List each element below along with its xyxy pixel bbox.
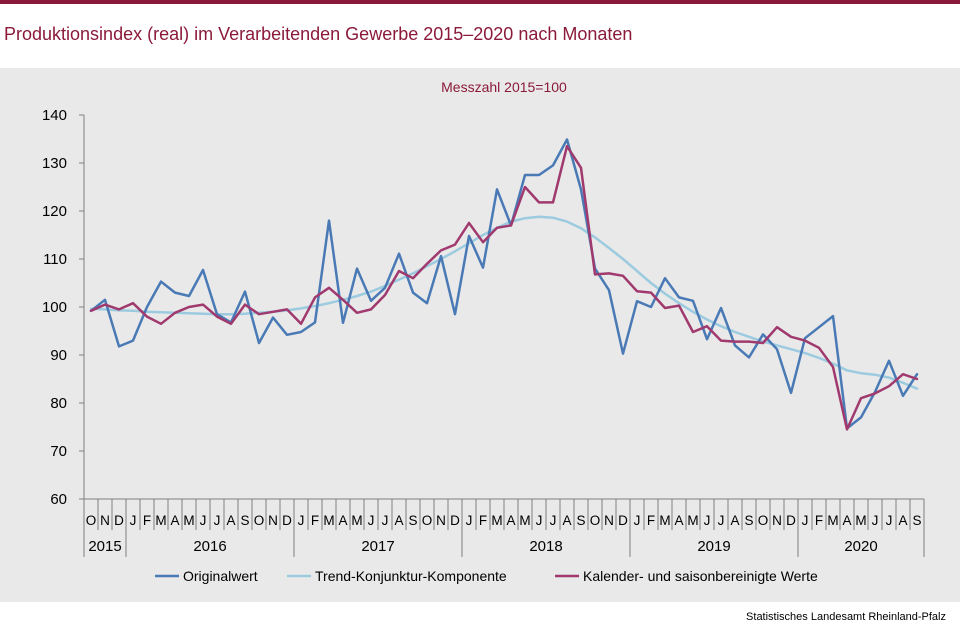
x-month-label: O [254,513,265,528]
y-tick-label: 100 [42,299,67,316]
x-month-label: F [815,513,823,528]
y-tick-label: 60 [50,491,67,508]
x-month-label: O [86,513,97,528]
x-month-label: D [450,513,460,528]
x-month-label: M [323,513,334,528]
x-month-label: M [519,513,530,528]
x-month-label: A [898,513,907,528]
x-month-label: D [786,513,796,528]
x-month-label: J [200,513,207,528]
x-month-label: F [311,513,319,528]
x-month-label: J [718,513,725,528]
x-month-label: J [872,513,879,528]
legend-label: Kalender- und saisonbereinigte Werte [583,568,818,584]
x-month-label: J [634,513,641,528]
chart-subtitle: Messzahl 2015=100 [441,79,567,95]
x-month-label: M [183,513,194,528]
x-month-label: A [170,513,179,528]
x-month-label: N [604,513,614,528]
x-month-label: S [912,513,921,528]
y-tick-label: 90 [50,347,67,364]
x-month-label: M [827,513,838,528]
x-month-label: M [155,513,166,528]
y-tick-label: 110 [43,251,67,268]
y-tick-label: 140 [42,107,67,124]
x-month-label: F [143,513,151,528]
x-month-label: M [659,513,670,528]
line-chart: Messzahl 2015=100 60 70 80 90 100 110 120 130 140… [42,79,925,584]
x-year-label: 2018 [529,538,562,555]
legend-label: Trend-Konjunktur-Komponente [315,568,507,584]
x-month-label: D [618,513,628,528]
x-month-label: J [130,513,137,528]
page-title: Produktionsindex (real) im Verarbeitende… [4,24,633,44]
x-month-label: M [687,513,698,528]
x-month-label: M [491,513,502,528]
x-month-label: S [408,513,417,528]
x-month-label: J [802,513,809,528]
x-month-label: J [536,513,543,528]
x-month-label: J [886,513,893,528]
x-month-label: J [704,513,711,528]
x-month-label: N [436,513,446,528]
x-month-label: O [758,513,769,528]
x-month-label: J [368,513,375,528]
x-month-label: S [240,513,249,528]
chart-area: Messzahl 2015=100 60 70 80 90 100 110 120 130 140… [0,68,960,602]
y-tick-label: 120 [42,203,67,220]
x-month-label: S [576,513,585,528]
y-tick-label: 70 [50,443,67,460]
series-line-1 [89,215,919,390]
x-month-label: A [506,513,515,528]
x-month-label: D [114,513,124,528]
x-month-label: D [282,513,292,528]
x-month-label: J [550,513,557,528]
x-month-label: A [674,513,683,528]
x-month-label: A [338,513,347,528]
x-year-label: 2019 [697,538,730,555]
source-credit: Statistisches Landesamt Rheinland-Pfalz [746,611,946,623]
x-month-label: J [298,513,305,528]
x-month-label: A [562,513,571,528]
top-accent-bar [0,0,960,4]
x-year-label: 2016 [193,538,226,555]
x-month-label: J [382,513,389,528]
y-tick-label: 130 [42,155,67,172]
legend-label: Originalwert [183,568,258,584]
x-month-label: N [100,513,110,528]
x-month-label: M [855,513,866,528]
x-month-label: O [590,513,601,528]
x-year-label: 2015 [88,538,121,555]
x-month-label: F [479,513,487,528]
x-month-label: A [730,513,739,528]
x-month-label: F [647,513,655,528]
x-month-label: N [268,513,278,528]
x-year-label: 2020 [844,538,877,555]
y-tick-label: 80 [50,395,67,412]
x-month-label: A [842,513,851,528]
x-month-label: O [422,513,433,528]
x-month-label: N [772,513,782,528]
series-line-0 [89,138,919,430]
x-year-label: 2017 [361,538,394,555]
x-month-label: M [351,513,362,528]
series-line-2 [89,144,919,431]
x-month-label: J [214,513,221,528]
x-month-label: A [226,513,235,528]
x-month-label: S [744,513,753,528]
x-month-label: A [394,513,403,528]
x-month-label: J [466,513,473,528]
